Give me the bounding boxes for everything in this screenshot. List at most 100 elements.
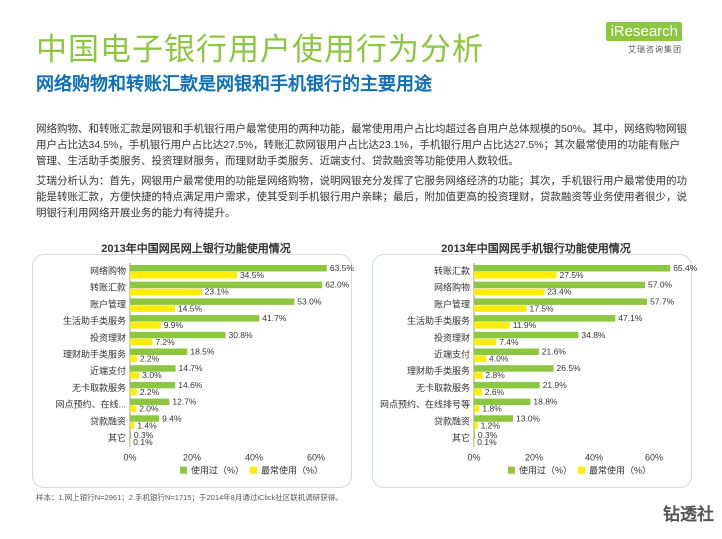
chart-2-bar-frequent [474, 288, 545, 296]
chart-1-legend-label: 使用过（%） [191, 465, 244, 476]
analysis-paragraph-2: 艾瑞分析认为：首先，网银用户最常使用的功能是网络购物，说明网银充分发挥了它服务网… [36, 175, 687, 219]
chart-2-bar-frequent [474, 355, 486, 362]
chart-1-data-label: 2.0% [139, 404, 159, 414]
chart-2-data-label: 2.8% [485, 370, 505, 380]
chart-2-legend-swatch [508, 466, 515, 474]
chart-1-category-label: 网点预约、在线... [55, 399, 126, 410]
chart-2-bar-frequent [474, 439, 475, 446]
chart-1-bar-used [130, 298, 295, 305]
chart-1-bar-frequent [130, 305, 175, 312]
chart-1-tick-label: 60% [307, 453, 325, 463]
chart-1-bar-used [130, 381, 176, 389]
chart-2-bar-used [474, 365, 554, 372]
chart-1-bar-frequent [130, 388, 137, 396]
logo-text: iResearch [606, 22, 682, 41]
chart-2-bar-used [474, 281, 645, 289]
chart-2-data-label: 11.9% [513, 320, 537, 330]
chart-1-bar-frequent [130, 272, 237, 279]
chart-2-category-label: 网点预约、在线排号等 [380, 399, 470, 410]
chart-1-data-label: 34.5% [240, 270, 265, 280]
chart-1-data-label: 14.6% [178, 380, 203, 390]
chart-1-category-label: 贷款融资 [90, 415, 126, 426]
chart-1-category-label: 无卡取款服务 [72, 382, 126, 393]
chart-1-legend-swatch [180, 466, 187, 474]
chart-2-data-label: 27.5% [560, 270, 585, 280]
chart-2-legend-swatch [578, 466, 585, 474]
chart-2-bar-frequent [474, 338, 497, 346]
chart-2-data-label: 2.6% [485, 387, 505, 397]
chart-1-data-label: 18.5% [190, 347, 215, 357]
chart-1-bar-frequent [130, 288, 202, 296]
chart-1-bar-frequent [130, 422, 135, 429]
chart-2-data-label: 23.4% [547, 287, 572, 297]
chart-2-category-label: 理财助手类服务 [407, 365, 470, 376]
chart-2-data-label: 57.0% [648, 280, 673, 290]
chart-1-title: 2013年中国网民网上银行功能使用情况 [101, 243, 291, 255]
chart-1-bar-used [130, 432, 131, 439]
chart-1-bar-used [130, 281, 323, 289]
chart-1-tick-label: 0% [123, 453, 136, 463]
chart-1-tick-label: 20% [183, 453, 201, 463]
chart-2-category-label: 贷款融资 [434, 415, 470, 426]
chart-2-data-label: 21.6% [542, 347, 567, 357]
chart-2-tick-label: 0% [467, 453, 480, 463]
chart-2-bar-used [474, 348, 539, 355]
chart-1-data-label: 1.4% [137, 420, 157, 430]
chart-1-data-label: 9.4% [162, 413, 182, 423]
chart-1-legend-swatch [250, 466, 257, 474]
chart-2-bar-frequent [474, 422, 478, 429]
chart-1-data-label: 62.0% [325, 280, 350, 290]
chart-2-data-label: 1.2% [481, 420, 501, 430]
chart-1-data-label: 2.2% [140, 387, 160, 397]
chart-2-data-label: 21.9% [543, 380, 568, 390]
chart-2-category-label: 近端支付 [434, 349, 470, 360]
chart-2-bar-frequent [474, 372, 483, 379]
chart-1-category-label: 生活助手类服务 [63, 315, 126, 326]
chart-1-bar-frequent [130, 372, 140, 379]
chart-1-bar-used [130, 265, 327, 272]
chart-1-category-label: 近端支付 [90, 365, 126, 376]
iresearch-logo: iResearch 艾瑞咨询集团 [606, 22, 682, 55]
chart-1-bar-used [130, 331, 226, 339]
chart-2-data-label: 34.8% [581, 330, 606, 340]
footnote: 样本：1.网上银行N=2961；2.手机银行N=1715；于2014年8月通过i… [36, 493, 343, 502]
chart-2-bar-used [474, 432, 475, 439]
page-title: 中国电子银行用户使用行为分析 [36, 32, 484, 67]
chart-2-data-label: 47.1% [618, 313, 643, 323]
chart-2-title: 2013年中国网民手机银行功能使用情况 [441, 243, 631, 255]
chart-2-bar-used [474, 415, 513, 422]
chart-1-bar-frequent [130, 355, 137, 362]
chart-1-bar-frequent [130, 405, 137, 413]
chart-1-data-label: 30.8% [228, 330, 253, 340]
chart-1-data-label: 2.2% [140, 354, 160, 364]
chart-2-bar-frequent [474, 405, 480, 413]
chart-1-category-label: 转账汇款 [90, 282, 126, 293]
chart-1-bar-used [130, 348, 188, 355]
chart-1-data-label: 0.3% [134, 430, 154, 440]
chart-2-category-label: 其它 [452, 432, 470, 443]
chart-1-data-label: 14.7% [179, 363, 204, 373]
chart-1-data-label: 12.7% [172, 397, 197, 407]
chart-2-bar-frequent [474, 272, 557, 279]
page-subtitle: 网络购物和转账汇款是网银和手机银行的主要用途 [36, 74, 432, 94]
chart-2-data-label: 4.0% [489, 354, 509, 364]
chart-2-category-label: 投资理财 [434, 332, 470, 343]
chart-1-data-label: 53.0% [297, 296, 322, 306]
chart-2-category-label: 无卡取款服务 [416, 382, 470, 393]
watermark: 钻透社 [663, 505, 714, 524]
chart-1-category-label: 账户管理 [90, 298, 126, 309]
chart-1-category-label: 投资理财 [90, 332, 126, 343]
chart-1-bar-used [130, 398, 170, 406]
chart-2-category-label: 生活助手类服务 [407, 315, 470, 326]
chart-2-bar-used [474, 381, 540, 389]
chart-1-data-label: 7.2% [155, 337, 175, 347]
chart-2-data-label: 0.3% [478, 430, 498, 440]
chart-2-tick-label: 20% [525, 453, 543, 463]
chart-1-category-label: 其它 [108, 432, 126, 443]
chart-1-bar-frequent [130, 322, 161, 329]
chart-2-bar-frequent [474, 388, 482, 396]
chart-1-data-label: 23.1% [205, 287, 230, 297]
chart-2-tick-label: 40% [585, 453, 603, 463]
logo-subtext: 艾瑞咨询集团 [628, 45, 682, 54]
